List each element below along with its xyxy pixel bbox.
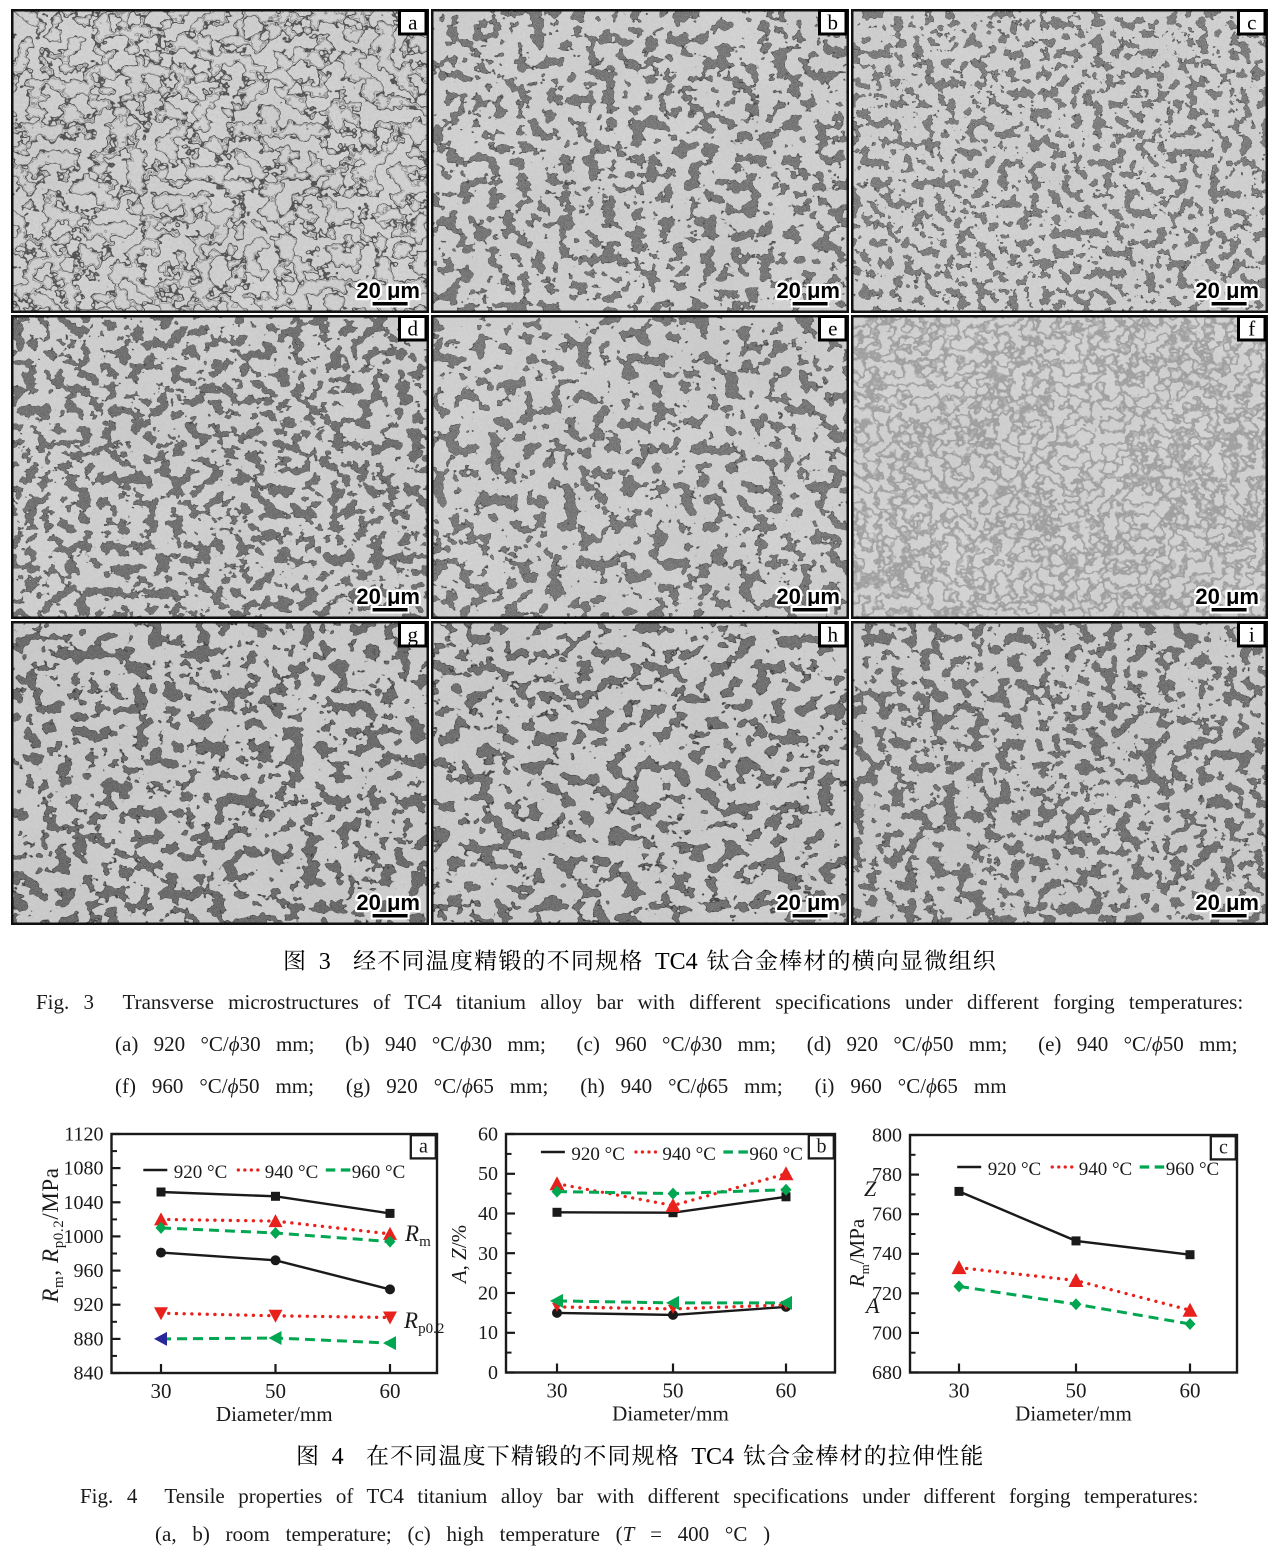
svg-text:50: 50	[265, 1379, 286, 1403]
svg-text:50: 50	[663, 1379, 684, 1403]
svg-text:30: 30	[151, 1379, 172, 1403]
svg-text:940 °C: 940 °C	[265, 1162, 319, 1183]
svg-text:a: a	[419, 1136, 428, 1158]
svg-text:1120: 1120	[64, 1124, 103, 1146]
svg-text:60: 60	[380, 1379, 401, 1403]
svg-text:30: 30	[478, 1243, 498, 1265]
svg-text:b: b	[817, 1136, 827, 1158]
svg-text:20 μm: 20 μm	[356, 584, 420, 609]
svg-text:20 μm: 20 μm	[776, 890, 840, 915]
svg-text:h: h	[828, 623, 839, 647]
svg-text:i: i	[1249, 623, 1255, 647]
svg-text:940 °C: 940 °C	[1079, 1159, 1133, 1180]
svg-text:60: 60	[1180, 1379, 1201, 1403]
svg-text:Diameter/mm: Diameter/mm	[216, 1402, 333, 1426]
svg-text:0: 0	[488, 1362, 498, 1384]
svg-text:A, Z/%: A, Z/%	[447, 1225, 471, 1285]
svg-text:Rm/MPa: Rm/MPa	[845, 1218, 872, 1288]
svg-text:920: 920	[74, 1294, 104, 1316]
svg-text:a: a	[408, 11, 418, 35]
svg-text:960 °C: 960 °C	[1166, 1159, 1220, 1180]
svg-text:680: 680	[872, 1362, 902, 1384]
svg-text:Rm: Rm	[404, 1221, 431, 1250]
svg-text:TC4: TC4	[691, 1444, 734, 1470]
svg-text:30: 30	[949, 1379, 970, 1403]
svg-text:20 μm: 20 μm	[356, 890, 420, 915]
svg-text:30: 30	[547, 1379, 568, 1403]
svg-text:960: 960	[74, 1260, 104, 1282]
svg-text:880: 880	[74, 1328, 104, 1350]
svg-text:g: g	[408, 623, 419, 647]
svg-text:960 °C: 960 °C	[352, 1162, 406, 1183]
svg-text:740: 740	[872, 1243, 902, 1265]
svg-text:800: 800	[872, 1125, 902, 1147]
svg-text:d: d	[408, 317, 419, 341]
svg-text:50: 50	[1066, 1379, 1087, 1403]
svg-text:920 °C: 920 °C	[571, 1144, 625, 1165]
svg-text:Z: Z	[864, 1176, 877, 1201]
svg-text:920 °C: 920 °C	[174, 1162, 228, 1183]
svg-text:20 μm: 20 μm	[776, 278, 840, 303]
svg-text:60: 60	[776, 1379, 797, 1403]
svg-text:780: 780	[872, 1164, 902, 1186]
svg-text:3: 3	[319, 949, 331, 975]
svg-text:1080: 1080	[64, 1158, 104, 1180]
svg-text:c: c	[1247, 11, 1256, 35]
svg-text:50: 50	[478, 1163, 498, 1185]
svg-text:20: 20	[478, 1283, 498, 1305]
svg-text:f: f	[1248, 317, 1255, 341]
svg-text:Rm, Rp0.2/MPa: Rm, Rp0.2/MPa	[38, 1167, 67, 1303]
svg-text:1040: 1040	[64, 1192, 104, 1214]
svg-text:e: e	[828, 317, 837, 341]
svg-text:960 °C: 960 °C	[749, 1144, 803, 1165]
svg-text:920 °C: 920 °C	[988, 1159, 1042, 1180]
svg-text:A: A	[864, 1293, 880, 1318]
svg-text:700: 700	[872, 1322, 902, 1344]
svg-text:1000: 1000	[64, 1226, 104, 1248]
svg-text:760: 760	[872, 1204, 902, 1226]
svg-text:20 μm: 20 μm	[776, 278, 840, 303]
svg-text:20 μm: 20 μm	[1195, 584, 1259, 609]
svg-text:720: 720	[872, 1283, 902, 1305]
svg-text:10: 10	[478, 1322, 498, 1344]
svg-text:20 μm: 20 μm	[1195, 584, 1259, 609]
svg-text:Diameter/mm: Diameter/mm	[1015, 1402, 1132, 1426]
svg-text:60: 60	[478, 1124, 498, 1146]
svg-text:b: b	[828, 11, 839, 35]
svg-text:840: 840	[74, 1363, 104, 1385]
svg-text:20 μm: 20 μm	[356, 278, 420, 303]
svg-text:20 μm: 20 μm	[356, 278, 420, 303]
svg-text:40: 40	[478, 1203, 498, 1225]
svg-text:4: 4	[332, 1444, 344, 1470]
svg-text:940 °C: 940 °C	[662, 1144, 716, 1165]
svg-text:20 μm: 20 μm	[1195, 890, 1259, 915]
svg-text:20 μm: 20 μm	[776, 584, 840, 609]
svg-text:c: c	[1219, 1137, 1228, 1159]
svg-text:TC4: TC4	[655, 949, 698, 975]
svg-text:20 μm: 20 μm	[1195, 278, 1259, 303]
svg-text:Diameter/mm: Diameter/mm	[612, 1402, 729, 1426]
